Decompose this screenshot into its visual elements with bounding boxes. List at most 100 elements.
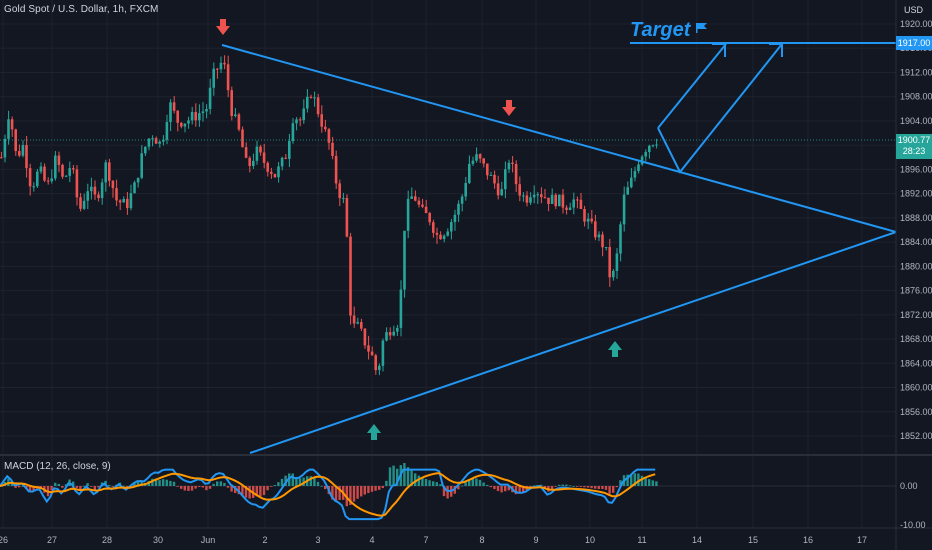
macd-tick-zero: 0.00 xyxy=(900,481,918,491)
macd-histogram-bar xyxy=(644,477,647,486)
candle-body xyxy=(374,355,377,371)
candle-body xyxy=(248,157,251,167)
macd-histogram-bar xyxy=(594,486,597,489)
macd-indicator-label[interactable]: MACD (12, 26, close, 9) xyxy=(4,461,111,472)
macd-histogram-bar xyxy=(424,479,428,486)
sell-arrow-icon xyxy=(502,100,516,116)
candle-body xyxy=(486,163,489,176)
candle-body xyxy=(500,189,503,196)
upper-trendline[interactable] xyxy=(221,44,897,233)
macd-histogram-bar xyxy=(374,486,377,491)
macd-histogram-bar xyxy=(226,486,230,488)
macd-histogram-bar xyxy=(482,482,485,486)
macd-histogram-bar xyxy=(655,481,658,486)
macd-histogram-bar xyxy=(316,481,320,486)
macd-histogram-bar xyxy=(248,486,251,499)
macd-histogram-bar xyxy=(32,486,35,492)
candle-body xyxy=(108,162,111,181)
target-annotation[interactable]: Target xyxy=(630,19,708,42)
macd-histogram-bar xyxy=(241,486,244,497)
lower-trendline[interactable] xyxy=(249,231,897,454)
candle-body xyxy=(446,231,449,236)
macd-histogram-bar xyxy=(586,486,590,488)
macd-histogram-bar xyxy=(291,473,294,486)
candle-body xyxy=(378,365,381,371)
macd-histogram-bar xyxy=(108,484,111,486)
candle-body xyxy=(104,162,107,183)
candle-body xyxy=(133,182,136,194)
chart-symbol-title[interactable]: Gold Spot / U.S. Dollar, 1h, FXCM xyxy=(4,4,159,15)
candle-body xyxy=(468,163,471,183)
macd-histogram-bar xyxy=(72,481,75,486)
sell-arrow-icon xyxy=(216,19,230,35)
price-tick-label: 1868.00 xyxy=(900,334,932,344)
chart-grid xyxy=(0,0,896,528)
candle-body xyxy=(313,97,316,99)
macd-histogram-bar xyxy=(151,478,154,486)
macd-histogram-bar xyxy=(234,486,237,494)
macd-histogram-bar xyxy=(302,477,305,486)
candle-body xyxy=(219,62,223,70)
candle-body xyxy=(514,164,518,185)
candle-body xyxy=(453,214,457,223)
macd-histogram-bar xyxy=(471,478,474,486)
time-tick-label: 30 xyxy=(153,535,163,545)
candle-body xyxy=(75,169,79,198)
macd-histogram-bar xyxy=(212,483,215,486)
candle-body xyxy=(180,122,183,127)
candle-body xyxy=(28,168,32,187)
candle-body xyxy=(565,207,568,210)
candle-body xyxy=(97,194,100,199)
candle-body xyxy=(237,114,241,130)
candle-body xyxy=(255,146,259,161)
macd-histogram-bar xyxy=(583,486,586,488)
time-tick-label: 7 xyxy=(423,535,428,545)
macd-histogram-bar xyxy=(396,468,399,486)
macd-histogram-bar xyxy=(608,486,611,494)
macd-histogram-bar xyxy=(410,470,413,486)
candle-body xyxy=(32,186,35,188)
candle-body xyxy=(212,68,215,88)
macd-histogram-bar xyxy=(61,486,64,488)
candle-body xyxy=(496,183,500,196)
candle-body xyxy=(342,197,345,199)
candle-body xyxy=(172,102,176,111)
price-axis[interactable]: 1920.001916.001912.001908.001904.001900.… xyxy=(900,19,932,441)
projection-path-upper[interactable] xyxy=(657,43,727,129)
time-tick-label: 26 xyxy=(0,535,8,545)
macd-histogram-bar xyxy=(435,482,438,486)
macd-histogram-bar xyxy=(550,486,554,490)
candle-body xyxy=(288,141,291,159)
macd-histogram-bar xyxy=(529,486,532,488)
macd-histogram-bar xyxy=(565,484,568,486)
candle-body xyxy=(93,186,97,195)
candle-body xyxy=(511,162,514,165)
currency-label: USD xyxy=(904,5,924,15)
candle-body xyxy=(3,138,7,158)
price-tick-label: 1912.00 xyxy=(900,67,932,77)
macd-histogram-bar xyxy=(255,486,258,497)
candle-body xyxy=(111,180,115,189)
time-tick-label: Jun xyxy=(201,535,216,545)
candle-body xyxy=(518,184,521,196)
price-tick-label: 1920.00 xyxy=(900,19,932,29)
candle-body xyxy=(298,119,302,121)
candle-body xyxy=(7,119,10,139)
time-axis[interactable]: 26 27 28 30 Jun 2 3 4 7 8 9 10 11 14 15 16 17 xyxy=(0,535,867,545)
projection-path[interactable] xyxy=(657,43,783,174)
candle-body xyxy=(259,146,262,153)
macd-histogram-bar xyxy=(619,480,622,486)
candle-body xyxy=(320,114,323,127)
candle-body xyxy=(439,234,442,240)
candle-body xyxy=(648,145,651,153)
macd-histogram-bar xyxy=(475,478,478,486)
candle-body xyxy=(655,144,658,146)
candle-body xyxy=(10,119,14,130)
macd-histogram-bar xyxy=(165,479,168,486)
candle-body xyxy=(576,199,579,201)
macd-histogram-bar xyxy=(630,474,633,486)
price-tick-label: 1876.00 xyxy=(900,286,932,296)
macd-histogram-bar xyxy=(604,486,608,490)
macd-histogram-bar xyxy=(522,486,525,493)
